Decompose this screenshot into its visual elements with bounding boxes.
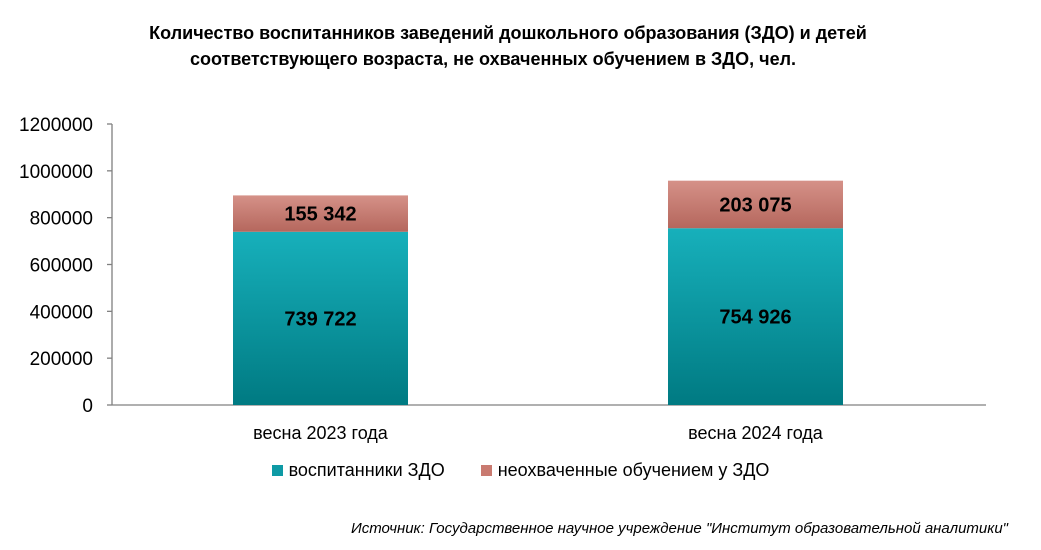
source-note: Источник: Государственное научное учрежд… bbox=[350, 520, 1008, 537]
y-tick-label: 800000 bbox=[30, 209, 93, 230]
x-tick-label: весна 2024 года bbox=[688, 423, 824, 443]
y-tick-label: 1200000 bbox=[19, 115, 93, 136]
legend-item-students: воспитанники ЗДО bbox=[271, 460, 445, 481]
legend-item-not-covered: неохваченные обучением у ЗДО bbox=[480, 460, 770, 481]
y-tick-label: 200000 bbox=[30, 349, 93, 370]
legend-swatch-not-covered bbox=[480, 465, 492, 476]
y-tick-label: 600000 bbox=[30, 256, 93, 277]
chart-title-line-2: соответствующего возраста, не охваченных… bbox=[189, 49, 797, 69]
y-tick-label: 400000 bbox=[30, 302, 93, 323]
chart-title-line-1: Количество воспитанников заведений дошко… bbox=[149, 23, 867, 43]
legend: воспитанники ЗДО неохваченные обучением … bbox=[0, 460, 1041, 481]
data-label: 739 722 bbox=[284, 308, 356, 330]
legend-swatch-students bbox=[271, 465, 283, 476]
data-label: 155 342 bbox=[284, 204, 356, 226]
chart-title: Количество воспитанников заведений дошко… bbox=[0, 20, 1041, 72]
data-label: 203 075 bbox=[719, 194, 791, 216]
data-label: 754 926 bbox=[719, 307, 791, 329]
y-tick-label: 1000000 bbox=[19, 162, 93, 183]
bar-segment bbox=[668, 180, 843, 229]
x-tick-label: весна 2023 года bbox=[253, 423, 389, 443]
y-tick-label: 0 bbox=[82, 396, 93, 417]
bar-segment bbox=[668, 228, 843, 405]
legend-label-not-covered: неохваченные обучением у ЗДО bbox=[497, 460, 770, 480]
bar-segment bbox=[233, 195, 408, 232]
bar-segment bbox=[233, 231, 408, 405]
legend-label-students: воспитанники ЗДО bbox=[288, 460, 445, 480]
